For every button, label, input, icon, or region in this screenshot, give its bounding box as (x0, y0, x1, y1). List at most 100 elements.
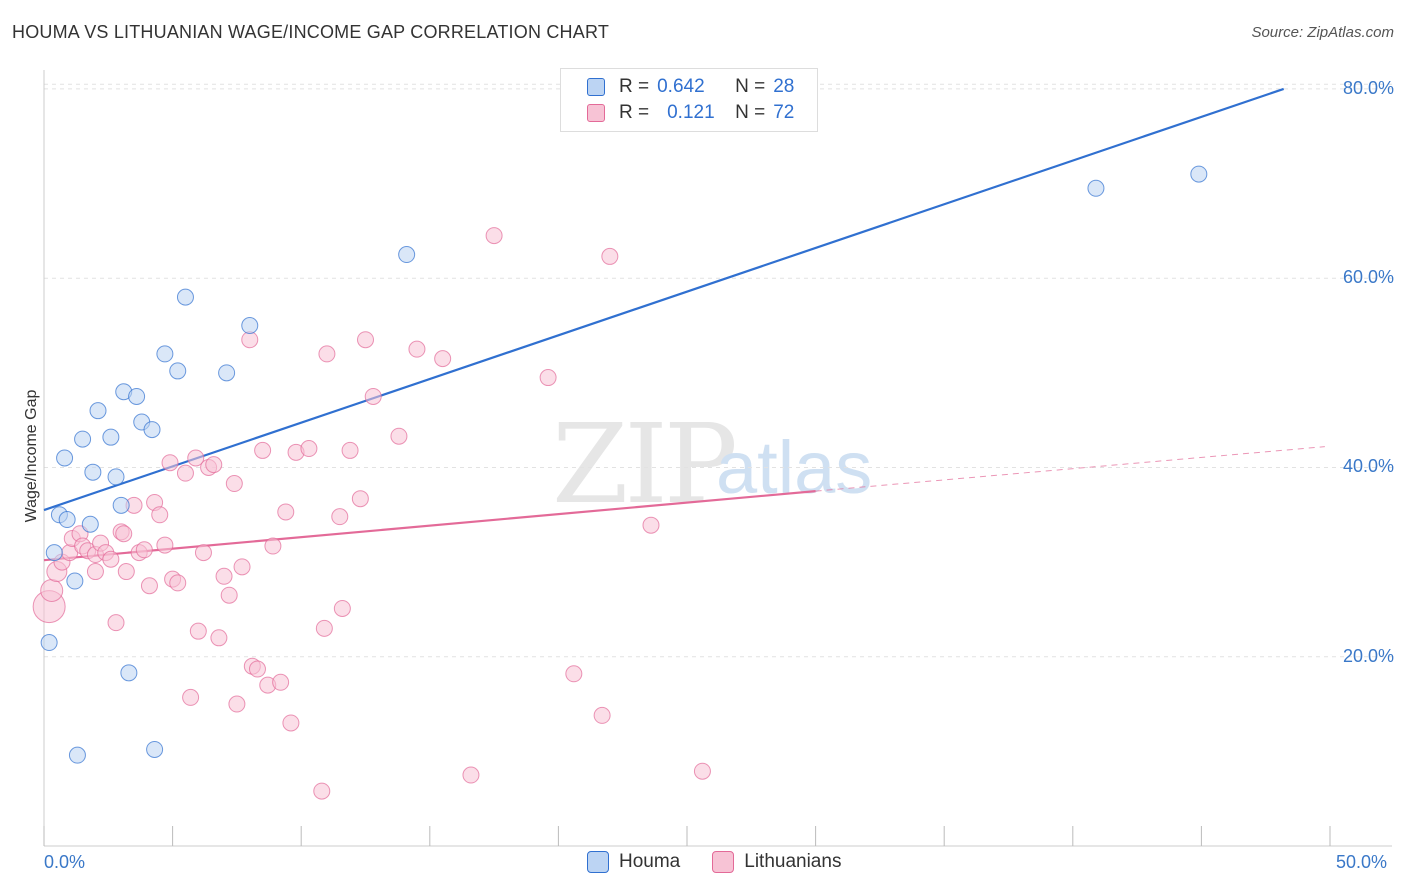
houma-point (68, 746, 86, 764)
lithuanians-point (264, 537, 282, 555)
x-tick-min: 0.0% (44, 852, 86, 872)
houma-point (1087, 179, 1105, 197)
lithuanians-point (565, 665, 583, 683)
lithuanians-point (485, 227, 503, 245)
lithuanians-point (220, 586, 238, 604)
lithuanians-point (333, 599, 351, 617)
houma-trend-line (43, 87, 1285, 512)
lithuanians-point (182, 688, 200, 706)
houma-n-label: N = (735, 76, 766, 97)
houma-point (241, 317, 259, 335)
houma-point (74, 430, 92, 448)
lithuanians-swatch (587, 104, 605, 122)
lithuanians-point (228, 695, 246, 713)
lithuanians-trend-line-extension (815, 446, 1325, 492)
houma-point (81, 515, 99, 533)
legend-row-houma: R = 0.642 N = 28 (587, 74, 794, 100)
lithuanians-point (194, 544, 212, 562)
lithuanians-point (176, 464, 194, 482)
houma-point (58, 511, 76, 529)
correlation-legend: R = 0.642 N = 28 R = 0.121 N = 72 (560, 68, 818, 132)
chart-title: HOUMA VS LITHUANIAN WAGE/INCOME GAP CORR… (12, 22, 610, 42)
lithuanians-point (351, 490, 369, 508)
lithuanians-point (40, 578, 64, 602)
lithuanians-point (161, 454, 179, 472)
houma-point (169, 362, 187, 380)
lithuanians-point (462, 766, 480, 784)
lithuanians-point (86, 563, 104, 581)
legend-item-lithuanians: Lithuanians (712, 851, 841, 873)
houma-point (128, 387, 146, 405)
houma-r-label: R = (619, 76, 650, 97)
lithuanians-point (215, 567, 233, 585)
houma-point (176, 288, 194, 306)
lithuanians-r-value: 0.121 (667, 102, 715, 123)
lithuanians-point (117, 563, 135, 581)
lithuanians-point (205, 456, 223, 474)
lithuanians-point (277, 503, 295, 521)
source-label: Source: ZipAtlas.com (1251, 24, 1394, 41)
houma-n-value: 28 (773, 76, 795, 97)
lithuanians-point (341, 441, 359, 459)
houma-point (218, 364, 236, 382)
houma-point (107, 468, 125, 486)
houma-point (56, 449, 74, 467)
lithuanians-point (156, 536, 174, 554)
lithuanians-point (282, 714, 300, 732)
lithuanians-point (115, 525, 133, 543)
legend-item-houma: Houma (587, 851, 680, 873)
lithuanians-point (210, 629, 228, 647)
lithuanians-point (233, 558, 251, 576)
lithuanians-point (434, 350, 452, 368)
houma-point (40, 634, 58, 652)
lithuanians-point (601, 247, 619, 265)
lithuanians-point (315, 619, 333, 637)
lithuanians-point (135, 541, 153, 559)
lithuanians-point (254, 441, 272, 459)
houma-r-value: 0.642 (657, 76, 705, 97)
houma-point (102, 428, 120, 446)
lithuanians-point (151, 506, 169, 524)
lithuanians-point (364, 387, 382, 405)
lithuanians-point (593, 706, 611, 724)
lithuanians-point (408, 340, 426, 358)
lithuanians-point (102, 550, 120, 568)
lithuanians-point (357, 331, 374, 349)
y-tick-label: 20.0% (1342, 645, 1394, 666)
lithuanians-point (140, 577, 158, 595)
lithuanians-point (642, 516, 660, 534)
houma-point (146, 740, 164, 758)
houma-point (143, 421, 161, 439)
lithuanians-n-value: 72 (773, 102, 795, 123)
lithuanians-point (187, 449, 205, 467)
lithuanians-point (248, 660, 266, 678)
houma-point (120, 664, 138, 682)
houma-point (156, 345, 174, 363)
houma-point (89, 402, 107, 420)
lithuanians-point (390, 427, 408, 445)
y-tick-label: 60.0% (1342, 267, 1394, 288)
lithuanians-legend-label: Lithuanians (744, 851, 842, 872)
lithuanians-trend-line (43, 490, 816, 562)
lithuanians-point (331, 508, 349, 526)
houma-point (84, 463, 102, 481)
lithuanians-point (300, 440, 318, 458)
lithuanians-point (318, 345, 336, 363)
houma-point (1190, 165, 1208, 183)
houma-point (45, 544, 63, 562)
x-tick-max: 50.0% (1336, 852, 1388, 872)
lithuanians-point (313, 782, 331, 800)
trend-lines (43, 87, 1325, 562)
axes (43, 70, 1392, 847)
houma-point (398, 246, 416, 264)
data-points (32, 165, 1208, 800)
y-tick-label: 80.0% (1342, 77, 1394, 98)
houma-swatch (587, 78, 605, 96)
lithuanians-point (107, 614, 125, 632)
houma-legend-label: Houma (619, 851, 681, 872)
lithuanians-n-label: N = (735, 102, 766, 123)
houma-legend-swatch (587, 851, 609, 873)
houma-point (112, 496, 130, 514)
lithuanians-point (189, 622, 207, 640)
